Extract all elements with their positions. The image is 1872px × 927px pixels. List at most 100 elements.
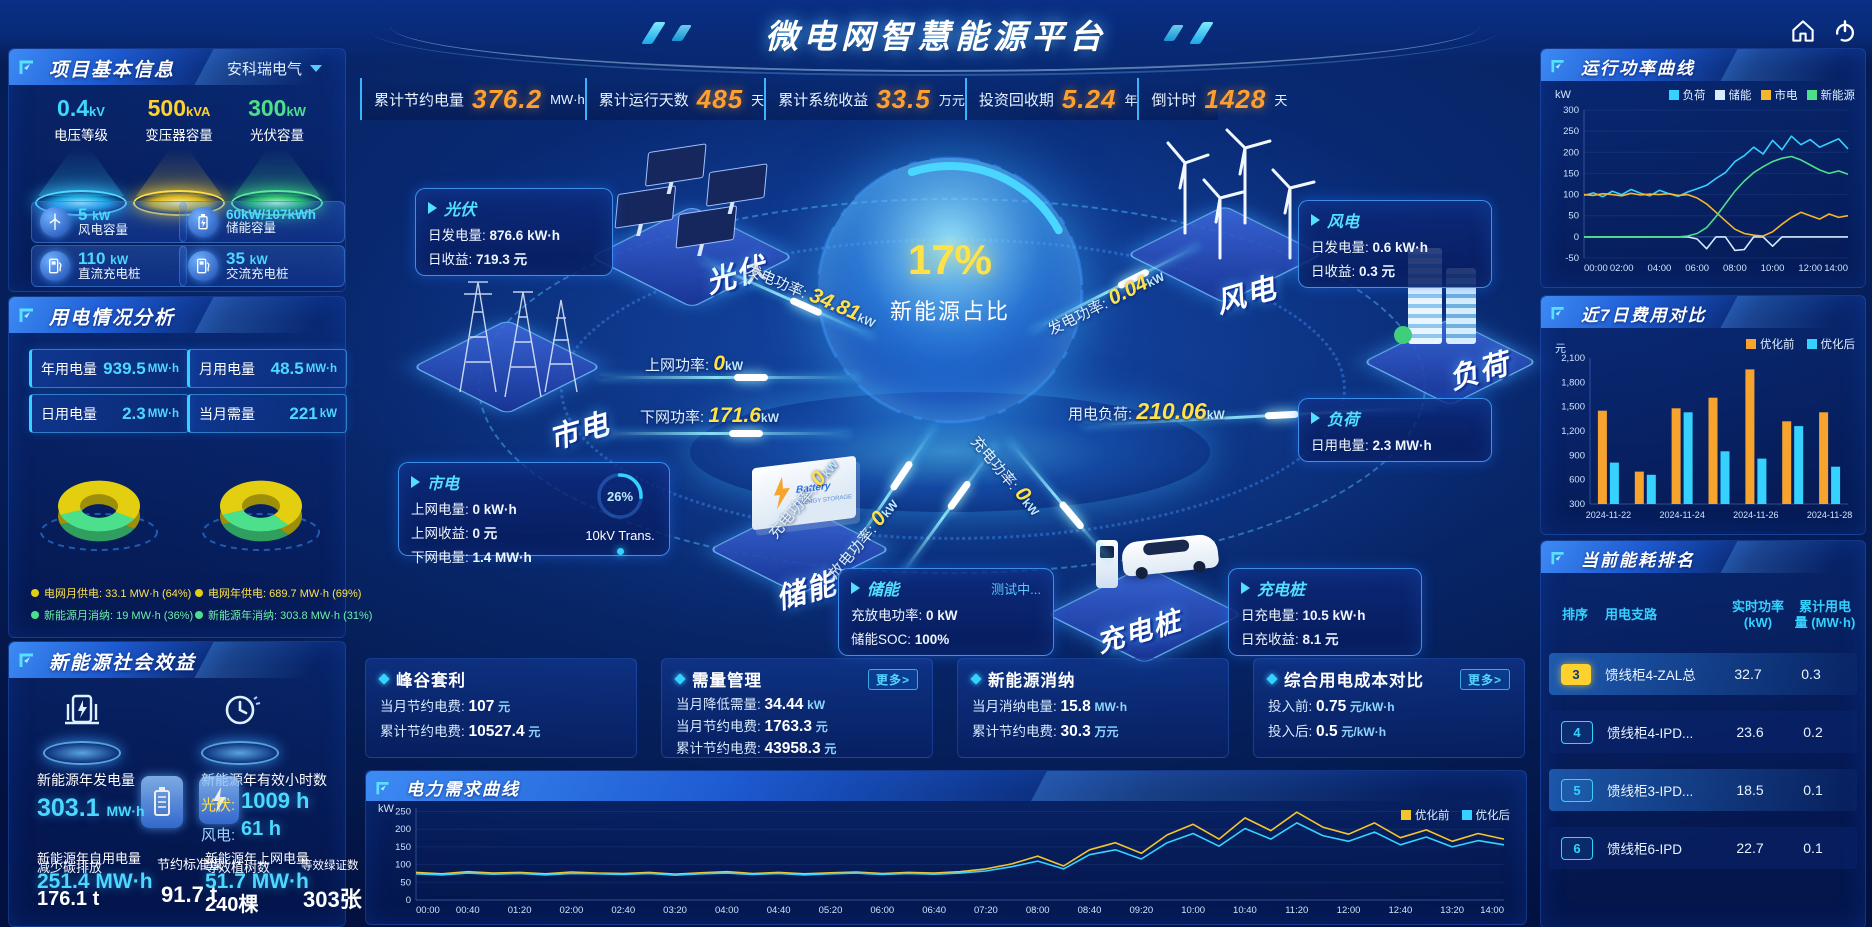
- legend-dot: [31, 611, 39, 619]
- svg-text:2024-11-26: 2024-11-26: [1733, 510, 1778, 520]
- svg-text:2024-11-22: 2024-11-22: [1586, 510, 1631, 520]
- battery-icon: [198, 214, 208, 230]
- wind-turbine-icon: [49, 213, 61, 230]
- demand-curve-legend[interactable]: 优化前 优化后: [1401, 807, 1510, 823]
- panel-title: 电力需求曲线: [406, 780, 520, 799]
- svg-text:10:00: 10:00: [1761, 263, 1785, 274]
- beam-grid-down: [598, 430, 850, 437]
- stat-energy-saved: 累计节约电量 376.2 MW·h: [360, 78, 585, 120]
- run-power-chart: 300 250 200 150 100 50 0 -50 00:00 02:00 04:00 06:0…: [1548, 104, 1856, 276]
- arrow-icon: [1241, 582, 1250, 594]
- stat-payback-period: 投资回收期 5.24 年: [964, 78, 1137, 120]
- legend-item[interactable]: 优化前: [1401, 807, 1450, 823]
- battery-container-icon: Battery ENERGY STORAGE: [752, 455, 856, 531]
- legend-item[interactable]: 优化后: [1461, 807, 1510, 823]
- panel-title: 用电情况分析: [49, 308, 176, 329]
- svg-text:26%: 26%: [607, 489, 633, 504]
- power-button[interactable]: [1828, 14, 1862, 48]
- svg-text:50: 50: [400, 877, 411, 888]
- benefit-value: 176.1 t: [37, 888, 100, 910]
- svg-text:04:00: 04:00: [1648, 263, 1672, 274]
- svg-text:08:40: 08:40: [1078, 905, 1102, 916]
- wind-hours-value: 61 h: [241, 818, 282, 840]
- benefit-label: 新能源年上网电量: [205, 851, 310, 866]
- arrow-icon: [851, 582, 860, 594]
- header-swoosh-2: [370, 30, 1500, 76]
- table-row[interactable]: 3 馈线柜4-ZAL总 32.7 0.3: [1549, 653, 1857, 695]
- donut-month-supply: [23, 455, 175, 573]
- car-wheel: [1192, 560, 1207, 574]
- legend-item[interactable]: 优化后: [1806, 336, 1855, 352]
- cost-bars-legend[interactable]: 优化前 优化后: [1746, 336, 1855, 352]
- table-row[interactable]: 4 馈线柜4-IPD... 23.6 0.2: [1549, 711, 1857, 753]
- legend-item[interactable]: 负荷: [1668, 87, 1706, 103]
- flow-to-grid: 上网功率: 0kW: [645, 352, 744, 375]
- rank-badge: 6: [1561, 836, 1593, 860]
- tooltip-charger: 充电桩 日充电量: 10.5 kW·h 日充收益: 8.1 元: [1228, 568, 1422, 656]
- mini-panel-peak-valley: 峰谷套利 当月节约电费: 107 元 累计节约电费: 10527.4 元: [365, 658, 637, 758]
- benefit-label: 等效绿证数: [301, 860, 359, 872]
- pedestal-glow: [201, 741, 279, 765]
- panel-header: [366, 771, 1526, 801]
- card-storage-capacity: 60kW/107kWh 储能容量: [179, 201, 345, 243]
- svg-text:150: 150: [1563, 168, 1579, 179]
- legend-item: 新能源年消纳: 303.8 MW·h (31%): [195, 607, 372, 623]
- svg-text:12:00: 12:00: [1337, 905, 1361, 916]
- pedestal-glow: [43, 741, 121, 765]
- arrow-icon: [1311, 214, 1320, 226]
- svg-text:250: 250: [1563, 126, 1579, 137]
- legend-item[interactable]: 市电: [1760, 87, 1798, 103]
- rank-badge: 5: [1561, 778, 1593, 802]
- panel-title: 当前能耗排名: [1581, 551, 1695, 570]
- panel-project-info: 项目基本信息 安科瑞电气 0.4kV 电压等级 500kVA 变压器容量 300…: [8, 48, 346, 292]
- svg-text:0: 0: [406, 895, 411, 906]
- benefit-label: 新能源年发电量: [37, 772, 135, 788]
- svg-text:07:20: 07:20: [974, 905, 998, 916]
- column-header-energy: 累计用电量 (MW·h): [1794, 599, 1856, 630]
- card-dc-charger: 110 kW 直流充电桩: [31, 245, 187, 287]
- legend-swatch: [1461, 810, 1472, 820]
- benefit-value: 240棵: [205, 894, 259, 916]
- svg-text:00:00: 00:00: [416, 905, 440, 916]
- podium-transformer: 500kVA 变压器容量: [129, 95, 229, 216]
- benefit-value: 303.1 MW·h: [37, 794, 145, 822]
- stat-system-revenue: 累计系统收益 33.5 万元: [764, 78, 965, 120]
- rank-badge: 4: [1561, 720, 1593, 744]
- home-button[interactable]: [1786, 14, 1820, 48]
- light-cone: [234, 148, 320, 196]
- svg-text:14:00: 14:00: [1480, 905, 1504, 916]
- mini-panel-cost-compare: 综合用电成本对比 更多> 投入前: 0.75 元/kW·h 投入后: 0.5 元…: [1253, 658, 1525, 758]
- svg-text:300: 300: [1563, 105, 1579, 116]
- clock-pedestal: [201, 690, 279, 765]
- table-row[interactable]: 6 馈线柜6-IPD 22.7 0.1: [1549, 827, 1857, 869]
- home-icon: [1792, 20, 1814, 42]
- company-select[interactable]: 安科瑞电气: [227, 58, 323, 79]
- legend-item[interactable]: 优化前: [1746, 336, 1795, 352]
- svg-text:06:00: 06:00: [1685, 263, 1709, 274]
- svg-text:06:40: 06:40: [922, 905, 946, 916]
- generator-icon: [65, 694, 99, 725]
- svg-text:10:40: 10:40: [1233, 905, 1257, 916]
- table-row[interactable]: 5 馈线柜3-IPD... 18.5 0.1: [1549, 769, 1857, 811]
- card-ac-charger: 35 kW 交流充电桩: [179, 245, 345, 287]
- legend-item[interactable]: 新能源: [1806, 87, 1855, 103]
- more-button[interactable]: 更多>: [1459, 668, 1510, 690]
- legend-item[interactable]: 储能: [1714, 87, 1752, 103]
- flow-load-power: 用电负荷: 210.06kW: [1068, 398, 1225, 424]
- panel-run-power: 运行功率曲线 kW 负荷 储能 市电 新能源: [1540, 48, 1866, 288]
- run-power-legend[interactable]: 负荷 储能 市电 新能源: [1668, 87, 1855, 103]
- legend-swatch: [1760, 90, 1771, 100]
- solar-panels-icon: [614, 143, 768, 256]
- panel-title: 近7日费用对比: [1581, 306, 1707, 325]
- svg-text:600: 600: [1569, 475, 1585, 486]
- mini-panel-ne-consumption: 新能源消纳 当月消纳电量: 15.8 MW·h 累计节约电费: 30.3 万元: [957, 658, 1229, 758]
- tooltip-pv: 光伏 日发电量: 876.6 kW·h 日收益: 719.3 元: [415, 188, 613, 276]
- benefit-value: 91.7 t: [161, 882, 218, 907]
- podium-pv-capacity: 300kW 光伏容量: [227, 95, 327, 216]
- svg-text:00:00: 00:00: [1584, 263, 1608, 274]
- more-button[interactable]: 更多>: [867, 668, 918, 690]
- storage-status[interactable]: 测试中...: [991, 581, 1041, 597]
- legend-swatch: [1746, 339, 1756, 349]
- card-wind-capacity: 5 kW 风电容量: [31, 201, 187, 243]
